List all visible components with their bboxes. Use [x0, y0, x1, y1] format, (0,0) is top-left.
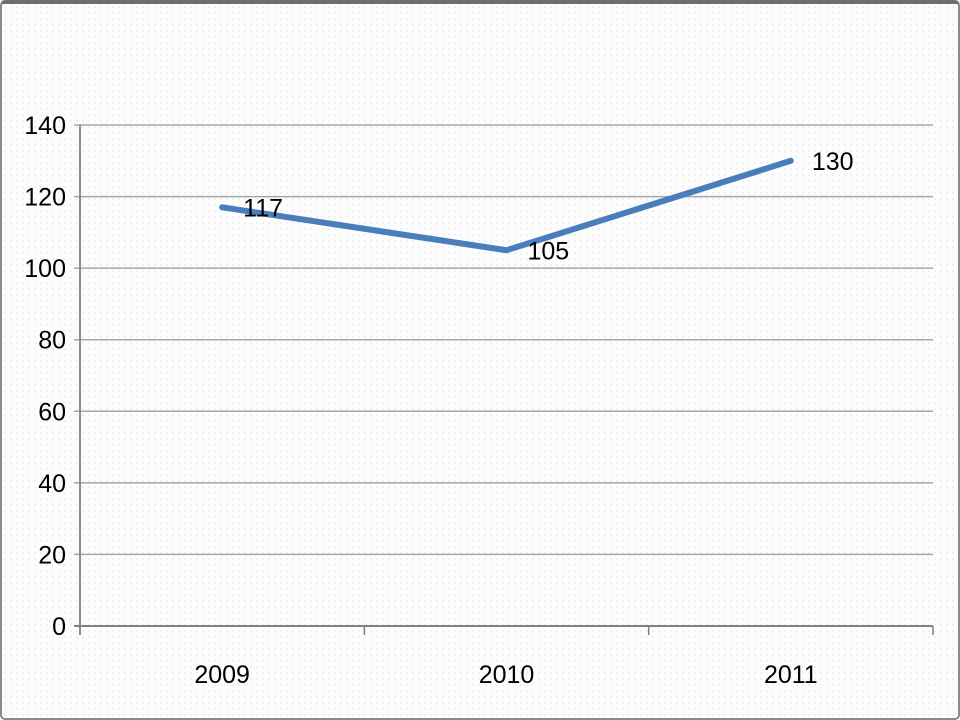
y-tick-label: 80: [38, 327, 66, 355]
data-label: 130: [812, 148, 854, 176]
y-tick-label: 60: [38, 398, 66, 426]
y-tick-label: 100: [24, 255, 66, 283]
y-tick-label: 40: [38, 470, 66, 498]
x-tick-label: 2011: [764, 661, 818, 689]
data-label: 105: [528, 237, 570, 265]
y-tick-label: 120: [24, 184, 66, 212]
line-chart: 0 20 40 60 80 100 120 140 2009 2010 2011 117 105 130: [24, 112, 934, 689]
y-tick-label: 0: [52, 613, 66, 641]
data-label: 117: [243, 194, 283, 222]
x-tick-label: 2009: [194, 661, 250, 689]
y-tick-label: 20: [38, 541, 66, 569]
y-tick-label: 140: [24, 112, 66, 140]
series-line: [219, 157, 794, 254]
x-tick-label: 2010: [479, 661, 535, 689]
